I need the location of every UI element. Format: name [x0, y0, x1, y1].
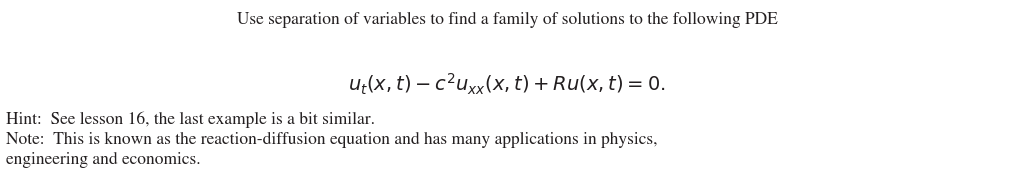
Text: Hint:  See lesson 16, the last example is a bit similar.: Hint: See lesson 16, the last example is… [6, 112, 375, 129]
Text: engineering and economics.: engineering and economics. [6, 152, 201, 168]
Text: Use separation of variables to find a family of solutions to the following PDE: Use separation of variables to find a fa… [236, 12, 778, 28]
Text: Note:  This is known as the reaction-diffusion equation and has many application: Note: This is known as the reaction-diff… [6, 132, 657, 148]
Text: $u_t(x,t) - c^2u_{xx}(x,t) + Ru(x,t) = 0.$: $u_t(x,t) - c^2u_{xx}(x,t) + Ru(x,t) = 0… [348, 72, 666, 97]
